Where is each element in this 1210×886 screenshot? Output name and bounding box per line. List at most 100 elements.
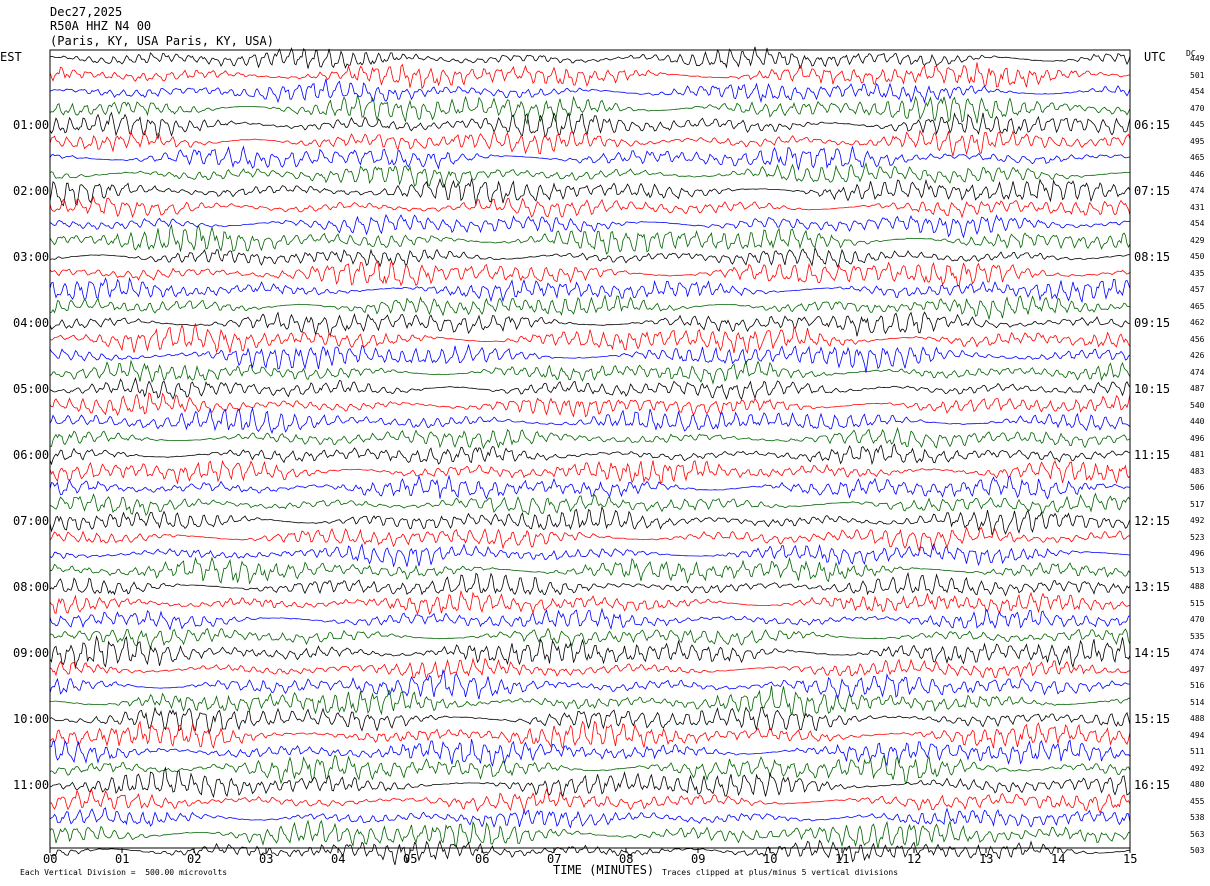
dc-offset-value: 535	[1190, 631, 1205, 641]
right-timezone-label: UTC	[1144, 50, 1166, 64]
trace-line	[49, 195, 1131, 219]
dc-offset-value: 487	[1190, 384, 1205, 393]
dc-offset-value: 513	[1190, 565, 1205, 575]
trace-line	[49, 343, 1131, 373]
dc-offset-value: 455	[1190, 796, 1205, 806]
dc-offset-value: 445	[1190, 120, 1205, 129]
x-tick-label: 03	[259, 852, 274, 866]
x-tick-label: 08	[619, 852, 634, 866]
dc-offset-value: 462	[1190, 318, 1205, 327]
dc-offset-value: 492	[1190, 516, 1205, 525]
left-hour-label: 04:00	[13, 316, 50, 330]
plot-date: Dec27,2025	[50, 5, 123, 19]
trace-line	[49, 766, 1131, 799]
trace-line	[49, 556, 1131, 585]
trace-line	[49, 505, 1131, 536]
x-tick-label: 10	[763, 852, 778, 866]
right-hour-label: 10:15	[1134, 382, 1171, 396]
dc-offset-value: 506	[1190, 483, 1205, 492]
trace-line	[49, 406, 1131, 435]
dc-offset-value: 454	[1190, 219, 1205, 228]
dc-column-label: DC	[1186, 49, 1196, 58]
dc-offset-value: 563	[1190, 829, 1205, 839]
trace-line	[49, 589, 1131, 616]
dc-offset-value: 426	[1190, 351, 1205, 360]
trace-line	[49, 657, 1131, 681]
dc-offset-value: 515	[1190, 598, 1205, 608]
x-axis-ticks	[49, 848, 1131, 853]
trace-line	[49, 459, 1131, 485]
scale-note: Each Vertical Division = 500.00 microvol…	[20, 868, 228, 877]
x-tick-label: 07	[547, 852, 562, 866]
trace-line	[49, 62, 1131, 90]
dc-offset-value: 540	[1190, 400, 1205, 410]
trace-line	[49, 739, 1131, 768]
dc-offset-value: 474	[1190, 186, 1205, 195]
x-axis-title: TIME (MINUTES)	[553, 863, 655, 877]
left-hour-label: 05:00	[13, 382, 50, 396]
trace-line	[49, 443, 1131, 466]
dc-offset-value: 431	[1190, 202, 1205, 212]
left-hour-label: 10:00	[13, 712, 50, 726]
dc-offset-value: 429	[1190, 235, 1205, 245]
trace-line	[49, 246, 1131, 268]
trace-group	[49, 46, 1131, 866]
trace-line	[49, 162, 1131, 189]
trace-line	[49, 819, 1131, 849]
trace-line	[49, 571, 1131, 597]
right-hour-label: 15:15	[1134, 712, 1171, 726]
trace-line	[49, 223, 1131, 255]
right-hour-label: 14:15	[1134, 646, 1171, 660]
dc-offset-value: 480	[1190, 780, 1205, 789]
trace-line	[49, 46, 1131, 70]
trace-line	[49, 359, 1131, 385]
trace-line	[49, 685, 1131, 718]
dc-offset-value: 474	[1190, 367, 1205, 377]
trace-line	[49, 635, 1131, 669]
trace-line	[49, 111, 1131, 140]
trace-line	[49, 294, 1131, 321]
x-tick-label: 15	[1123, 852, 1138, 866]
trace-line	[49, 839, 1130, 866]
dc-offset-value: 465	[1190, 153, 1205, 162]
right-hour-label: 08:15	[1134, 250, 1171, 264]
x-tick-label: 14	[1051, 852, 1066, 866]
left-hour-label: 02:00	[13, 184, 50, 198]
dc-offset-value: 501	[1190, 70, 1205, 80]
left-timezone-label: EST	[0, 50, 22, 64]
dc-offset-value: 496	[1190, 433, 1205, 443]
dc-offset-value: 538	[1190, 813, 1205, 822]
dc-offset-value: 523	[1190, 532, 1205, 542]
x-tick-label: 13	[979, 852, 994, 866]
trace-line	[49, 276, 1131, 304]
trace-line	[49, 129, 1131, 157]
left-hour-label: 06:00	[13, 448, 50, 462]
trace-line	[49, 95, 1131, 125]
dc-offset-value: 488	[1190, 714, 1205, 723]
right-hour-label: 12:15	[1134, 514, 1171, 528]
dc-offset-value: 449	[1190, 54, 1205, 63]
dc-offset-value: 457	[1190, 285, 1205, 294]
trace-line	[49, 376, 1131, 401]
dc-offset-value: 494	[1190, 730, 1205, 740]
x-tick-label: 09	[691, 852, 706, 866]
right-hour-label: 11:15	[1134, 448, 1171, 462]
trace-line	[50, 627, 1131, 651]
trace-line	[49, 214, 1131, 239]
dc-offset-value: 503	[1190, 846, 1205, 855]
right-hour-label: 09:15	[1134, 316, 1171, 330]
clip-note: Traces clipped at plus/minus 5 vertical …	[662, 868, 899, 877]
trace-line	[49, 78, 1131, 104]
x-tick-label: 06	[475, 852, 490, 866]
dc-offset-value: 470	[1190, 615, 1205, 624]
dc-offset-value: 440	[1190, 417, 1205, 426]
trace-line	[49, 607, 1131, 631]
x-tick-label: 02	[187, 852, 202, 866]
trace-line	[49, 322, 1131, 354]
left-hour-label: 11:00	[13, 778, 50, 792]
x-tick-label: 00	[43, 852, 58, 866]
dc-offset-value: 496	[1190, 549, 1205, 558]
dc-offset-value: 511	[1190, 747, 1205, 756]
dc-offset-value: 517	[1190, 499, 1205, 509]
trace-line	[49, 754, 1131, 785]
